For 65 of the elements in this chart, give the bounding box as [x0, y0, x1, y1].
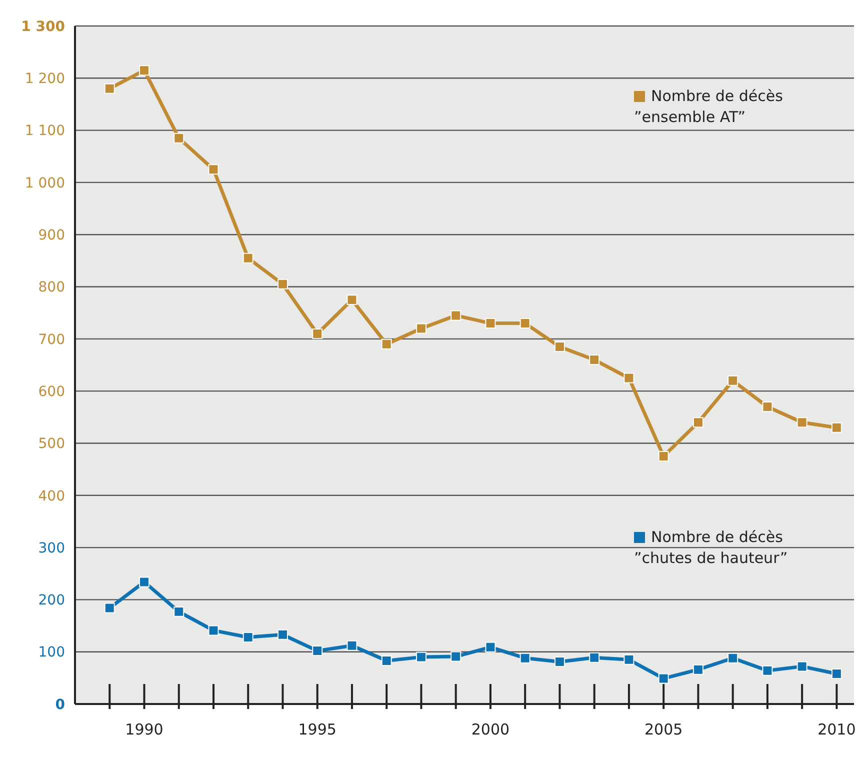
y-tick-label: 300 [38, 540, 65, 556]
point [796, 661, 808, 672]
x-tick-label: 2000 [471, 720, 510, 739]
y-tick-label: 1 100 [24, 123, 65, 140]
y-tick-label: 700 [38, 332, 65, 348]
point [554, 342, 565, 352]
point [346, 294, 358, 306]
point [312, 328, 323, 339]
point [520, 652, 530, 664]
point [312, 646, 323, 656]
y-tick-label: 500 [38, 436, 65, 452]
point [692, 417, 704, 428]
y-tick-label: 600 [38, 384, 65, 400]
point [728, 375, 738, 386]
point [450, 310, 462, 321]
point [381, 338, 392, 350]
point [485, 642, 496, 652]
legend-label: Nombre de décès ”ensemble AT” [634, 87, 784, 126]
x-tick-label: 1995 [298, 720, 336, 739]
point [589, 354, 600, 366]
point [139, 65, 150, 76]
point [485, 318, 496, 329]
point [174, 132, 184, 144]
point [416, 652, 426, 662]
point [554, 656, 565, 667]
point [139, 576, 150, 588]
point [624, 372, 634, 384]
y-tick-label: 800 [38, 280, 65, 296]
point [692, 664, 704, 675]
point [831, 668, 842, 679]
point [277, 629, 288, 640]
x-tick-label: 2005 [644, 720, 683, 739]
y-tick-label: 100 [38, 644, 65, 661]
y-tick-label: 400 [38, 488, 65, 504]
point [277, 278, 288, 290]
point [208, 164, 219, 175]
point [242, 252, 254, 264]
point [174, 606, 184, 617]
point [624, 654, 634, 665]
point [104, 602, 115, 614]
point [658, 451, 669, 462]
point [416, 323, 426, 334]
y-tick-label: 0 [55, 696, 66, 713]
point [208, 625, 219, 636]
y-tick-label: 200 [38, 592, 65, 609]
y-tick-label: 900 [38, 228, 65, 244]
point [762, 665, 773, 676]
y-tick-label: 1 300 [21, 18, 66, 35]
y-tick-label: 1 200 [24, 71, 65, 88]
x-tick-label: 1990 [125, 720, 164, 739]
point [796, 417, 808, 428]
point [450, 651, 462, 662]
point [346, 640, 358, 651]
point [831, 422, 842, 433]
x-tick-label: 2010 [818, 720, 856, 739]
point [589, 652, 600, 663]
point [242, 632, 254, 642]
point [728, 652, 738, 664]
point [104, 83, 115, 94]
point [762, 401, 773, 412]
point [520, 318, 530, 329]
y-tick-label: 1 000 [24, 175, 65, 192]
point [658, 673, 669, 684]
legend-label: Nombre de décès ”chutes de hauteur” [634, 528, 788, 567]
point [381, 655, 392, 666]
